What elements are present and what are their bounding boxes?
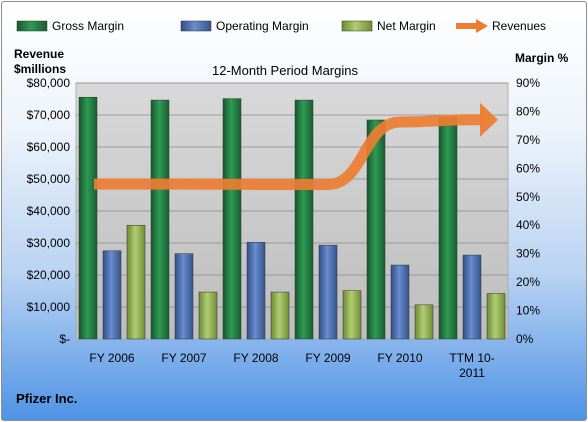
bar-operating-margin xyxy=(318,244,338,340)
left-tick-label: $10,000 xyxy=(27,300,71,314)
bar-gross-margin xyxy=(150,99,170,340)
left-tick-label: $80,000 xyxy=(27,76,71,90)
axes: $- $10,000 $20,000 $30,000 $40,000 $50,000 $60… xyxy=(27,76,541,380)
legend-label: Net Margin xyxy=(377,19,436,33)
bar-net-margin xyxy=(342,290,362,340)
bar-operating-margin xyxy=(174,253,194,340)
legend-swatch-arrowhead xyxy=(476,19,488,33)
chart-title: 12-Month Period Margins xyxy=(212,63,358,78)
chart-text: Revenue$millions Margin % 12-Month Period … xyxy=(14,47,569,406)
bar-operating-margin xyxy=(462,254,482,340)
bar-net-margin xyxy=(414,304,434,340)
right-axis-label: Margin % xyxy=(515,51,569,65)
right-tick-label: 80% xyxy=(516,104,540,118)
company-label: Pfizer Inc. xyxy=(16,391,77,406)
revenue-line xyxy=(94,102,498,190)
legend: Gross Margin Operating Margin Net Margin Re… xyxy=(16,19,546,33)
left-axis-label: Revenue xyxy=(14,47,64,61)
bar-net-margin xyxy=(126,224,146,340)
legend-swatch-gross-margin xyxy=(16,20,48,32)
legend-label: Gross Margin xyxy=(52,19,124,33)
category-label: FY 2006 xyxy=(89,351,134,365)
revenues-line xyxy=(94,114,482,190)
category-label: 2011 xyxy=(459,366,485,380)
bars xyxy=(78,96,506,340)
right-tick-label: 50% xyxy=(516,190,540,204)
left-tick-label: $40,000 xyxy=(27,204,71,218)
right-tick-label: 30% xyxy=(516,247,540,261)
right-tick-label: 90% xyxy=(516,76,540,90)
right-tick-label: 0% xyxy=(516,332,534,346)
legend-label: Revenues xyxy=(492,19,546,33)
left-tick-label: $20,000 xyxy=(27,268,71,282)
left-tick-label: $50,000 xyxy=(27,172,71,186)
left-tick-label: $- xyxy=(59,332,70,346)
legend-swatch-operating-margin xyxy=(180,20,212,32)
right-tick-label: 70% xyxy=(516,133,540,147)
left-tick-label: $60,000 xyxy=(27,140,71,154)
category-label: FY 2008 xyxy=(233,351,278,365)
bar-gross-margin xyxy=(438,116,458,340)
legend-label: Operating Margin xyxy=(216,19,309,33)
revenues-arrowhead xyxy=(480,102,498,137)
category-label: TTM 10- xyxy=(449,351,494,365)
bar-net-margin xyxy=(270,291,290,340)
bar-operating-margin xyxy=(102,250,122,340)
bar-operating-margin xyxy=(246,242,266,340)
left-axis-label: $millions xyxy=(14,62,66,76)
category-label: FY 2010 xyxy=(377,351,422,365)
bar-net-margin xyxy=(198,291,218,340)
left-tick-label: $70,000 xyxy=(27,108,71,122)
bar-operating-margin xyxy=(390,264,410,340)
bar-gross-margin xyxy=(366,119,386,340)
right-tick-label: 20% xyxy=(516,275,540,289)
right-tick-label: 60% xyxy=(516,161,540,175)
right-tick-label: 40% xyxy=(516,218,540,232)
legend-swatch-net-margin xyxy=(341,20,373,32)
category-label: FY 2007 xyxy=(161,351,206,365)
bar-gross-margin xyxy=(294,99,314,340)
bar-net-margin xyxy=(486,293,506,340)
right-tick-label: 10% xyxy=(516,304,540,318)
left-tick-label: $30,000 xyxy=(27,236,71,250)
category-label: FY 2009 xyxy=(305,351,350,365)
bar-gross-margin xyxy=(222,98,242,340)
bar-gross-margin xyxy=(78,96,98,340)
